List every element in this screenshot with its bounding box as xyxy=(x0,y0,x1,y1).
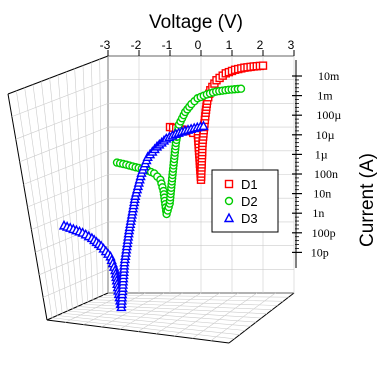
legend-marker-d1 xyxy=(224,179,234,189)
grid-line xyxy=(19,126,109,163)
legend-marker-d2 xyxy=(224,196,234,206)
markers xyxy=(58,61,268,312)
grid-line xyxy=(31,197,109,230)
data-point-d3 xyxy=(198,120,209,131)
x-tick-label: -2 xyxy=(131,38,142,52)
grid-line xyxy=(42,269,109,298)
grid-line xyxy=(137,292,202,332)
legend-box xyxy=(211,169,279,233)
y-tick-label: 10p xyxy=(311,245,329,259)
grid-line xyxy=(174,292,239,337)
x-tick-label: -3 xyxy=(100,38,111,52)
legend-label-d2: D2 xyxy=(241,194,258,209)
grid-line xyxy=(101,292,164,328)
y-tick-label: 1m xyxy=(317,89,333,103)
x-tick-label: -1 xyxy=(162,38,173,52)
y-tick-label: 10n xyxy=(313,187,331,201)
y-tick-label: 100µ xyxy=(316,108,341,122)
data-point-d2 xyxy=(236,84,246,93)
x-axis-title: Voltage (V) xyxy=(149,12,243,33)
x-axis-ticks: -3 -2 -1 0 1 2 3 xyxy=(100,38,295,56)
y-tick-label: 100p xyxy=(312,226,336,240)
legend-marker-d3 xyxy=(223,212,235,223)
x-tick-label: 1 xyxy=(226,38,233,52)
legend: D1 D2 D3 xyxy=(211,169,279,233)
grid-line xyxy=(192,292,257,339)
y-tick-label: 100n xyxy=(314,167,338,181)
grid-line xyxy=(83,292,146,325)
series-d3 xyxy=(58,120,209,312)
series-d2 xyxy=(112,84,246,219)
grid-line xyxy=(210,292,276,341)
legend-label-d3: D3 xyxy=(241,211,258,226)
y-axis-title: Current (A) xyxy=(357,153,378,247)
grid-line xyxy=(15,103,109,140)
grid-line xyxy=(11,79,109,117)
y-tick-label: 10m xyxy=(318,69,340,83)
x-tick-label: 0 xyxy=(195,38,202,52)
x-tick-label: 2 xyxy=(257,38,264,52)
x-tick-label: 3 xyxy=(288,38,295,52)
y-tick-label: 10µ xyxy=(316,128,335,142)
y-axis-ticks: 10m 1m 100µ 10µ 1µ 100n 10n 1n 100p 10p xyxy=(292,60,341,268)
y-tick-label: 1µ xyxy=(315,147,328,161)
grid-line xyxy=(35,221,109,253)
grid-line xyxy=(119,292,183,330)
y-tick-label: 1n xyxy=(312,206,324,220)
data-point-d1 xyxy=(258,61,268,70)
grid-line xyxy=(156,292,220,335)
grid-line xyxy=(23,150,109,185)
grid-line xyxy=(27,174,109,208)
grid-line xyxy=(39,245,109,276)
legend-label-d1: D1 xyxy=(241,177,258,192)
